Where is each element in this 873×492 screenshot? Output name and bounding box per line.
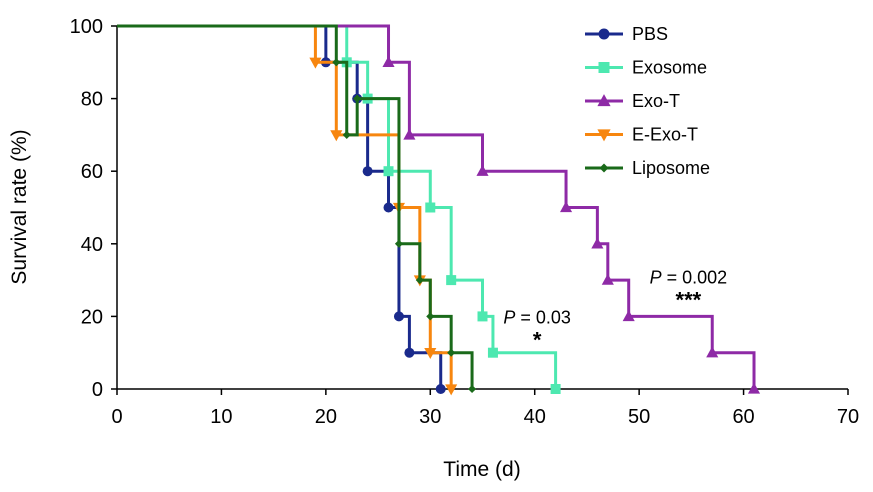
data-point-exosome bbox=[383, 166, 394, 177]
x-tick-label: 50 bbox=[628, 406, 650, 428]
x-axis-title: Time (d) bbox=[443, 458, 520, 481]
y-axis-title: Survival rate (%) bbox=[8, 129, 31, 284]
series-line-exo-t bbox=[117, 24, 756, 389]
legend: PBS Exosome Exo-T E-Exo-T Liposome bbox=[585, 24, 710, 178]
data-point-e-exo-t bbox=[445, 384, 458, 396]
data-point-pbs bbox=[383, 202, 394, 213]
p-value: = 0.002 bbox=[662, 268, 728, 288]
legend-label: Exosome bbox=[632, 58, 707, 78]
data-point-exosome bbox=[446, 275, 457, 286]
data-point-exosome bbox=[550, 384, 561, 394]
x-tick-label: 0 bbox=[111, 406, 122, 428]
legend-item-liposome: Liposome bbox=[585, 158, 710, 178]
data-point-pbs bbox=[393, 311, 404, 322]
x-tick-label: 70 bbox=[837, 406, 859, 428]
data-point-exosome bbox=[477, 311, 488, 322]
axes: 0 10 20 30 40 50 60 70 0 20 40 60 80 100 bbox=[70, 16, 860, 428]
y-tick-label: 80 bbox=[81, 89, 103, 111]
y-tick-label: 60 bbox=[81, 161, 103, 183]
series-e-exo-t bbox=[117, 24, 458, 396]
annotations: P = 0.03* P = 0.002*** bbox=[503, 268, 727, 353]
series-liposome bbox=[117, 24, 477, 394]
y-tick-label: 100 bbox=[70, 16, 103, 38]
legend-label: Exo-T bbox=[632, 91, 680, 111]
legend-marker bbox=[597, 129, 611, 142]
legend-label: PBS bbox=[632, 24, 668, 44]
data-point-exo-t bbox=[476, 164, 489, 176]
p-value-label: P = 0.002 bbox=[650, 268, 728, 288]
legend-item-exo-t: Exo-T bbox=[585, 91, 680, 111]
legend-marker bbox=[599, 163, 609, 173]
p-label: P bbox=[650, 268, 662, 288]
p-value-label: P = 0.03 bbox=[503, 308, 571, 328]
data-point-exo-t bbox=[591, 237, 604, 249]
legend-label: Liposome bbox=[632, 158, 710, 178]
x-tick-label: 20 bbox=[315, 406, 337, 428]
legend-label: E-Exo-T bbox=[632, 125, 698, 145]
significance-stars: *** bbox=[676, 288, 702, 313]
data-point-liposome bbox=[447, 348, 456, 357]
data-point-liposome bbox=[426, 312, 435, 321]
data-point-pbs bbox=[435, 384, 446, 394]
data-point-liposome bbox=[332, 58, 341, 67]
series-pbs bbox=[117, 24, 446, 394]
data-point-exo-t bbox=[622, 310, 635, 322]
data-point-liposome bbox=[394, 239, 404, 248]
data-point-exo-t bbox=[601, 273, 614, 285]
y-tick-label: 20 bbox=[81, 306, 103, 328]
y-tick-label: 0 bbox=[92, 379, 103, 401]
data-point-liposome bbox=[353, 94, 362, 103]
x-tick-label: 10 bbox=[210, 406, 232, 428]
data-point-liposome bbox=[415, 276, 424, 285]
legend-marker bbox=[597, 94, 611, 107]
legend-item-exosome: Exosome bbox=[585, 58, 707, 78]
data-point-e-exo-t bbox=[330, 130, 343, 142]
data-point-pbs bbox=[362, 166, 373, 177]
data-point-pbs bbox=[404, 347, 415, 358]
y-tick-label: 40 bbox=[81, 234, 103, 256]
series-layer bbox=[117, 24, 761, 396]
data-point-liposome bbox=[468, 384, 477, 394]
data-point-exo-t bbox=[747, 382, 761, 394]
data-point-exosome bbox=[425, 202, 436, 213]
series-exosome bbox=[117, 24, 561, 394]
legend-marker bbox=[598, 28, 610, 40]
data-point-exo-t bbox=[706, 346, 719, 358]
data-point-exosome bbox=[487, 347, 498, 358]
x-tick-label: 30 bbox=[419, 406, 441, 428]
legend-marker bbox=[598, 62, 610, 73]
p-value: = 0.03 bbox=[515, 308, 571, 328]
series-exo-t bbox=[117, 24, 761, 394]
data-point-liposome bbox=[342, 130, 351, 139]
legend-item-e-exo-t: E-Exo-T bbox=[585, 125, 698, 145]
data-point-exo-t bbox=[403, 128, 416, 140]
data-point-exo-t bbox=[559, 201, 573, 213]
legend-item-pbs: PBS bbox=[585, 24, 668, 44]
x-tick-label: 40 bbox=[524, 406, 546, 428]
p-label: P bbox=[503, 308, 515, 328]
data-point-e-exo-t bbox=[309, 57, 322, 69]
data-point-e-exo-t bbox=[424, 348, 437, 360]
x-tick-label: 60 bbox=[732, 406, 754, 428]
data-point-exo-t bbox=[382, 55, 395, 67]
significance-stars: * bbox=[533, 328, 542, 353]
